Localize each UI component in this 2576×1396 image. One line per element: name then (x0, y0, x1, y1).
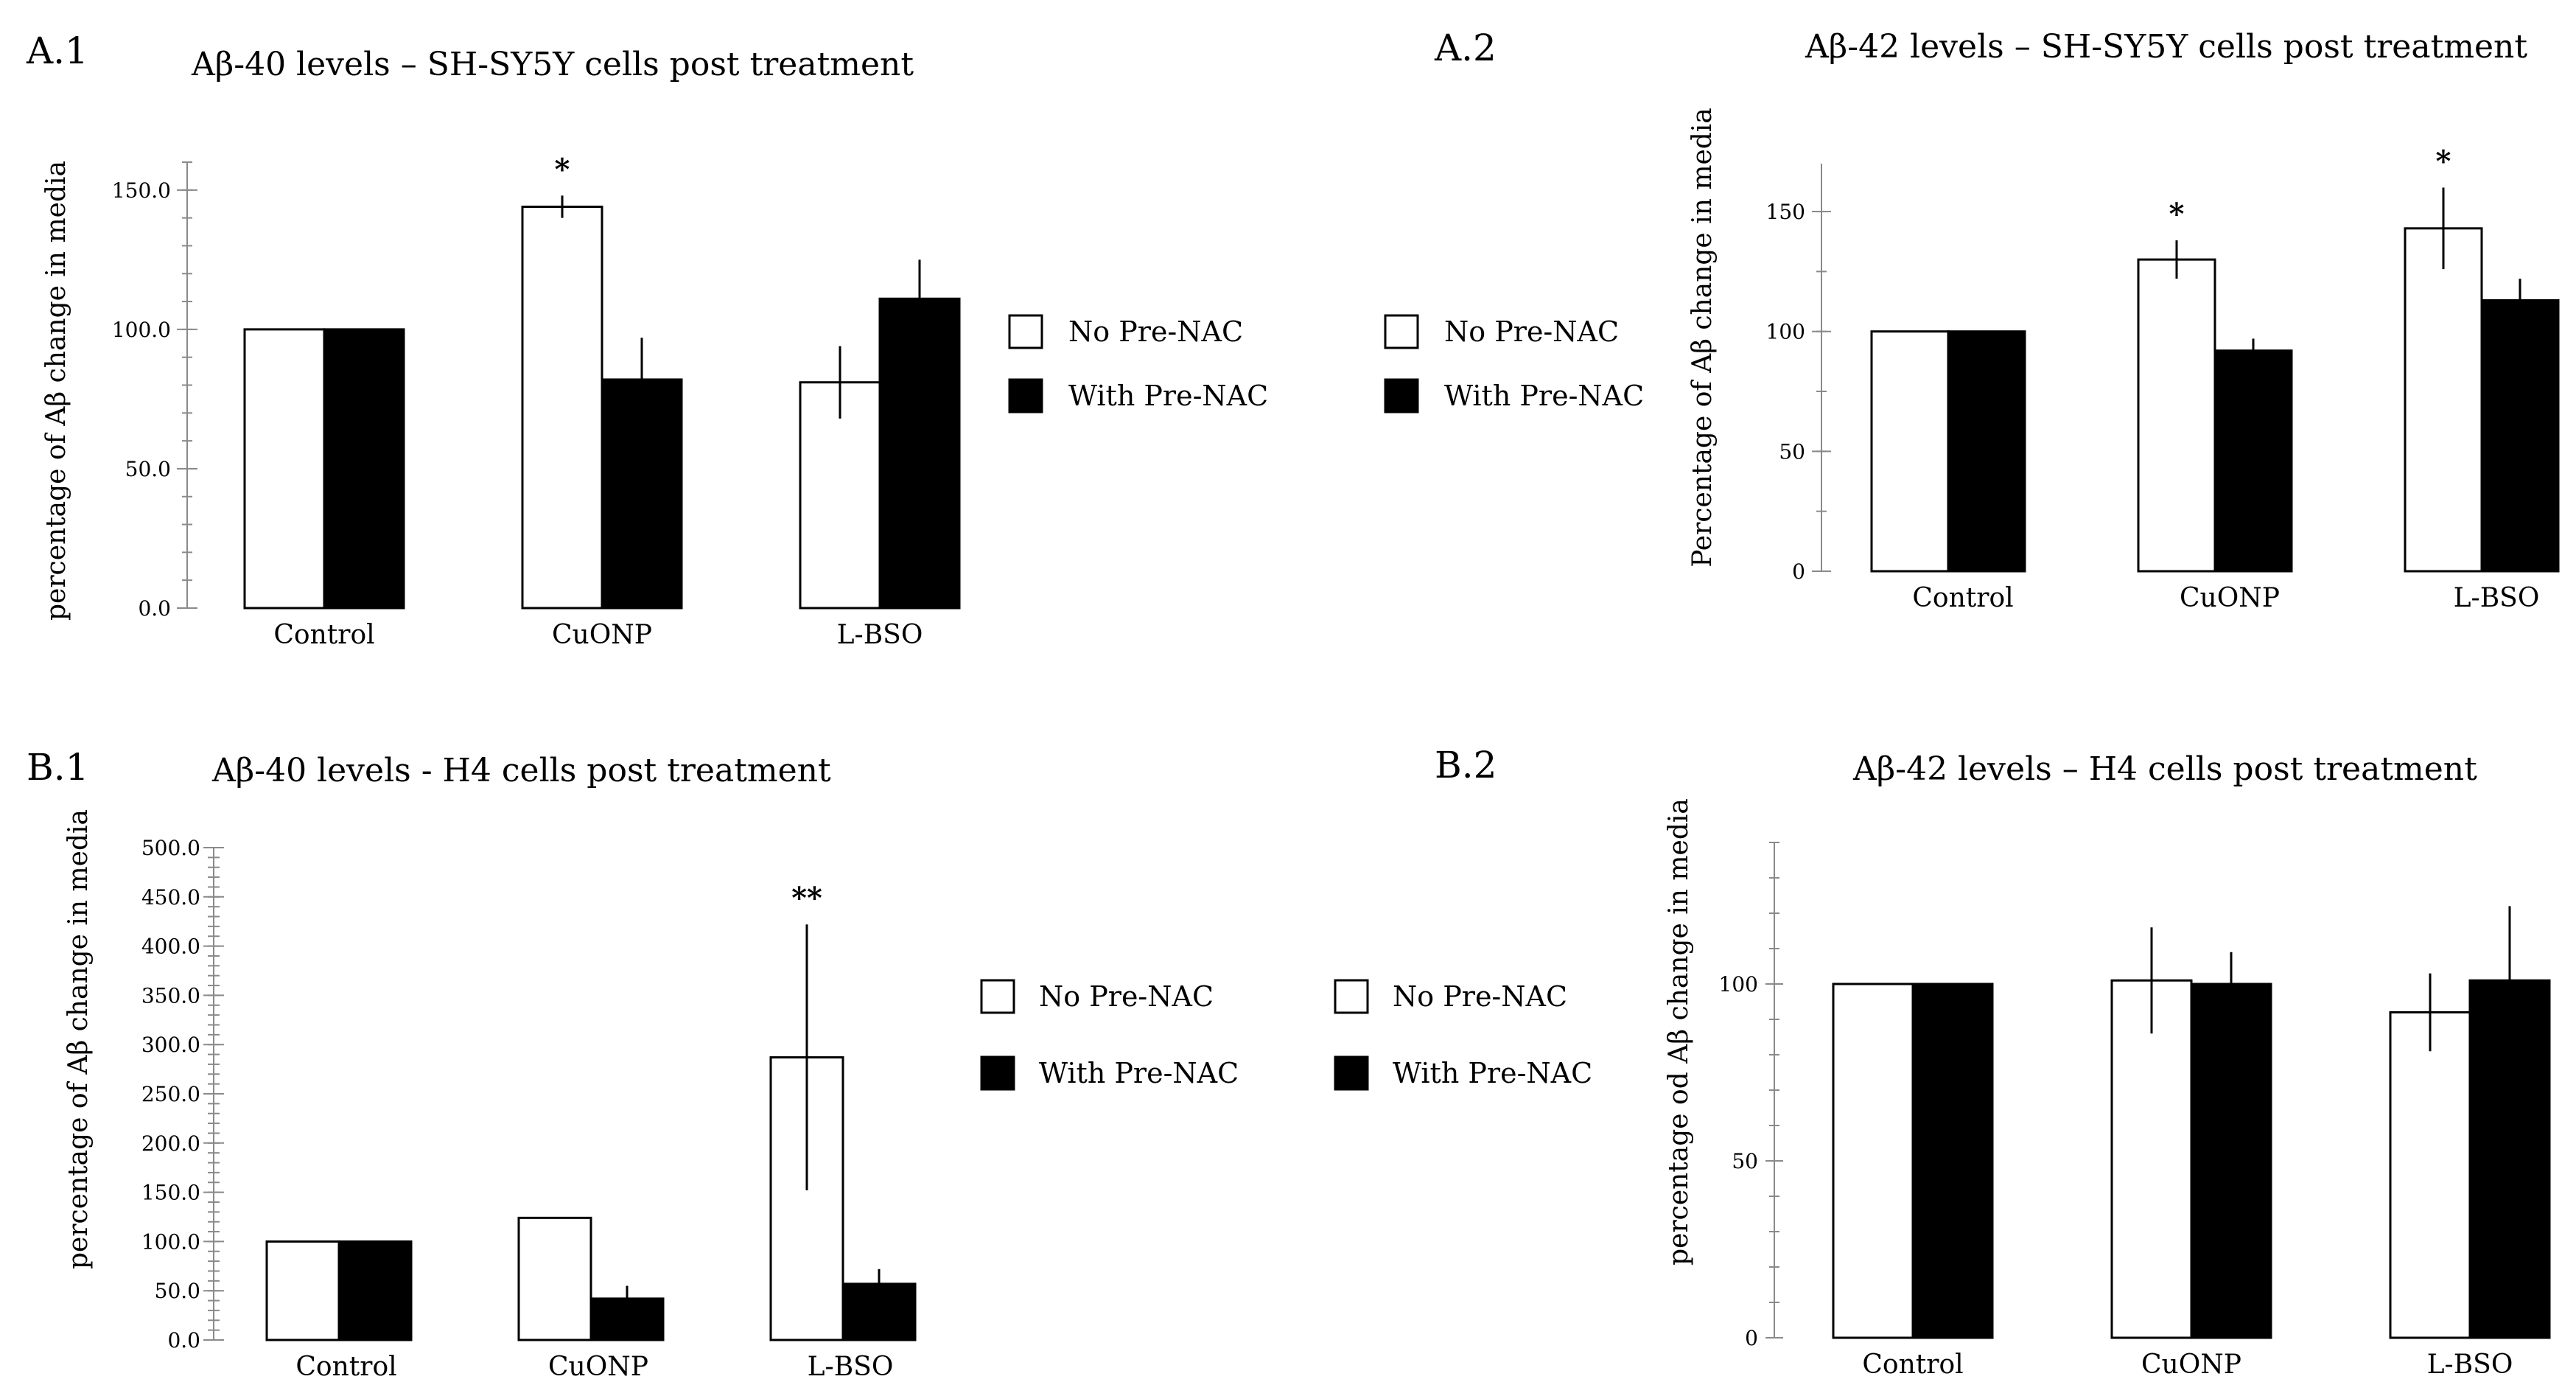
legend-label-no-pre-nac: No Pre-NAC (1039, 980, 1214, 1013)
bar-with-pre-nac-cuonp (2190, 983, 2272, 1339)
y-tick-label: 100.0 (112, 318, 171, 342)
x-category-label: L-BSO (2427, 1350, 2513, 1380)
legend-label-no-pre-nac: No Pre-NAC (1444, 315, 1619, 348)
y-tick-label: 0 (1792, 559, 1805, 584)
bar-with-pre-nac-control (323, 328, 405, 610)
y-tick-label: 150.0 (112, 178, 171, 203)
y-axis-label-b2: percentage od Aβ change in media (1664, 798, 1694, 1266)
bar-no-pre-nac-l-bso (2389, 1011, 2471, 1339)
significance-marker: * (2436, 144, 2451, 179)
bar-with-pre-nac-control (1911, 983, 1994, 1339)
legend-label-with-pre-nac: With Pre-NAC (1393, 1057, 1592, 1089)
x-category-label: CuONP (548, 1352, 648, 1382)
y-tick-label: 50 (1732, 1149, 1758, 1173)
chart-b2: 0 50 100 Control CuONP L-BSO (1719, 842, 2551, 1380)
y-tick-label: 300.0 (141, 1033, 200, 1057)
y-tick-label: 250.0 (141, 1082, 200, 1106)
x-category-label: L-BSO (837, 620, 923, 650)
chart-b1: 0.0 50.0 100.0 150.0 200.0 250.0 300.0 350.0 400… (141, 836, 917, 1382)
y-tick-label: 150 (1766, 200, 1805, 224)
legend-swatch-with-pre-nac (1384, 378, 1419, 413)
bar-no-pre-nac-control (243, 328, 326, 610)
bar-with-pre-nac-l-bso (2480, 299, 2560, 573)
y-tick-label: 350.0 (141, 983, 200, 1008)
y-axis-label-b1: percentage of Aβ change in media (63, 809, 94, 1269)
chart-title-b1: Aβ-40 levels - H4 cells post treatment (211, 752, 831, 789)
y-tick-label: 0.0 (167, 1328, 200, 1353)
legend-label-with-pre-nac: With Pre-NAC (1039, 1057, 1239, 1089)
y-axis-label-a2: Percentage of Aβ change in media (1687, 108, 1718, 568)
chart-title-a2: Aβ-42 levels – SH-SY5Y cells post treatm… (1805, 28, 2527, 66)
legend-swatch-with-pre-nac (1008, 378, 1043, 413)
chart-title-b2: Aβ-42 levels – H4 cells post treatment (1852, 750, 2477, 788)
legend-label-no-pre-nac: No Pre-NAC (1393, 980, 1567, 1013)
x-category-label: CuONP (2141, 1350, 2241, 1380)
chart-a2: 0 50 100 150 Control CuONP L-BSO * * (1766, 144, 2560, 613)
y-tick-label: 450.0 (141, 885, 200, 910)
legend-swatch-no-pre-nac (1334, 979, 1369, 1014)
x-category-label: CuONP (2180, 583, 2280, 613)
legend-label-with-pre-nac: With Pre-NAC (1444, 380, 1644, 412)
chart-title-a1: Aβ-40 levels – SH-SY5Y cells post treatm… (191, 46, 914, 83)
bar-with-pre-nac-control (1947, 330, 2026, 573)
legend-a1-col1: No Pre-NAC With Pre-NAC (1008, 314, 1268, 413)
y-tick-label: 50.0 (155, 1279, 200, 1303)
panel-letter-b1: B.1 (27, 746, 88, 789)
y-tick-label: 200.0 (141, 1131, 200, 1156)
panel-letter-a1: A.1 (26, 29, 88, 72)
legend-swatch-no-pre-nac (980, 979, 1015, 1014)
bar-no-pre-nac-cuonp (2137, 258, 2216, 573)
bar-no-pre-nac-cuonp (517, 1216, 592, 1341)
bar-no-pre-nac-l-bso (799, 381, 881, 610)
significance-marker: * (555, 152, 570, 186)
bar-no-pre-nac-cuonp (521, 206, 603, 610)
bar-no-pre-nac-control (1832, 983, 1914, 1339)
legend-swatch-with-pre-nac (980, 1055, 1015, 1091)
y-tick-label: 50.0 (125, 457, 171, 481)
y-tick-label: 0.0 (138, 596, 171, 621)
x-category-label: Control (1862, 1350, 1963, 1380)
legend-swatch-no-pre-nac (1008, 314, 1043, 349)
bar-no-pre-nac-control (265, 1240, 340, 1341)
legend-swatch-no-pre-nac (1384, 314, 1419, 349)
significance-marker: * (2169, 197, 2185, 231)
legend-label-no-pre-nac: No Pre-NAC (1068, 315, 1243, 348)
legend-a2: No Pre-NAC With Pre-NAC (1384, 314, 1644, 413)
bar-no-pre-nac-control (1870, 330, 1950, 573)
x-category-label: L-BSO (2454, 583, 2540, 613)
y-axis-label-a1: percentage of Aβ change in media (41, 161, 71, 621)
y-tick-label: 100.0 (141, 1229, 200, 1254)
chart-a1: 0.0 50.0 100.0 150.0 Control CuONP L-BSO * (112, 152, 961, 650)
panel-letter-b2: B.2 (1435, 744, 1497, 786)
significance-marker: ** (791, 881, 822, 915)
x-category-label: Control (1912, 583, 2013, 613)
y-tick-label: 0 (1745, 1326, 1758, 1350)
panel-letter-a2: A.2 (1434, 27, 1497, 69)
x-category-label: CuONP (552, 620, 652, 650)
x-category-label: Control (295, 1352, 396, 1382)
bar-with-pre-nac-control (337, 1240, 413, 1341)
legend-label-with-pre-nac: With Pre-NAC (1068, 380, 1268, 412)
y-tick-label: 400.0 (141, 935, 200, 959)
bar-with-pre-nac-cuonp (2213, 349, 2293, 573)
y-tick-label: 500.0 (141, 836, 200, 860)
x-category-label: Control (273, 620, 374, 650)
y-tick-label: 100 (1719, 972, 1758, 997)
legend-b1-col2: No Pre-NAC With Pre-NAC (1334, 979, 1592, 1091)
y-tick-label: 50 (1779, 439, 1805, 464)
legend-b1-col1: No Pre-NAC With Pre-NAC (980, 979, 1239, 1091)
legend-swatch-with-pre-nac (1334, 1055, 1369, 1091)
bar-no-pre-nac-cuonp (2110, 979, 2193, 1339)
bar-with-pre-nac-l-bso (878, 297, 961, 610)
bar-no-pre-nac-l-bso (2404, 227, 2483, 573)
y-tick-label: 100 (1766, 320, 1805, 344)
x-category-label: L-BSO (808, 1352, 894, 1382)
y-tick-label: 150.0 (141, 1181, 200, 1205)
